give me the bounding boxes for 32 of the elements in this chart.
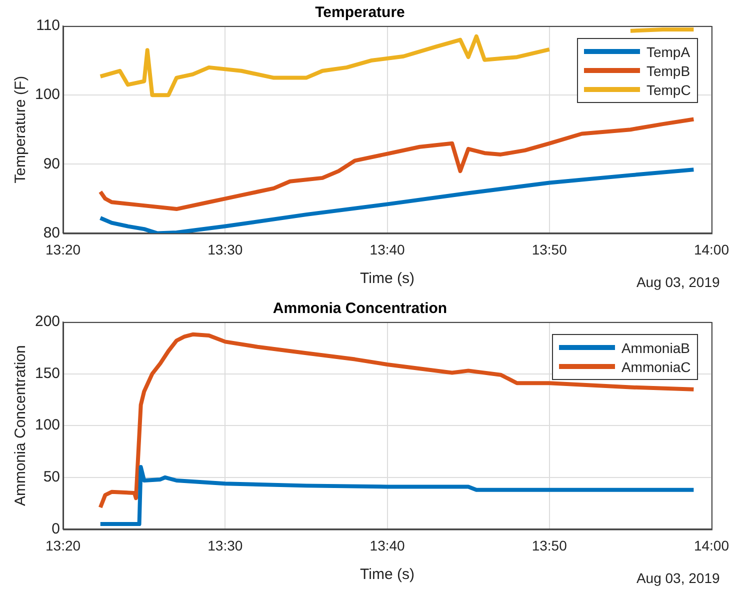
x-tick-label: 13:40 — [370, 241, 406, 258]
y-tick-label: 100 — [34, 416, 60, 434]
y-tick-label: 80 — [43, 224, 60, 242]
y-axis-title: Ammonia Concentration — [12, 345, 30, 506]
y-tick-label: 100 — [34, 86, 60, 104]
legend-label: AmmoniaC — [621, 358, 691, 374]
y-tick-label: 0 — [52, 520, 60, 538]
x-tick-label: 14:00 — [694, 241, 730, 258]
legend-label: TempC — [646, 82, 691, 98]
x-tick-label: 13:50 — [532, 241, 568, 258]
x-tick-label: 13:30 — [208, 241, 243, 258]
chart-title: Temperature — [315, 4, 405, 22]
x-tick-label: 13:40 — [370, 537, 406, 554]
y-tick-label: 200 — [34, 313, 60, 330]
x-tick-label: 13:20 — [46, 241, 81, 258]
text: Aug 03, 2019 — [636, 570, 720, 586]
y-axis-title: Temperature (F) — [12, 76, 30, 184]
legend-label: TempB — [646, 62, 690, 78]
x-tick-label: 14:00 — [694, 537, 730, 554]
legend-label: AmmoniaB — [621, 340, 690, 356]
x-axis-title: Time (s) — [360, 270, 414, 288]
y-tick-label: 90 — [43, 155, 60, 172]
x-axis-title: Time (s) — [360, 566, 414, 584]
chart-title: Ammonia Concentration — [272, 300, 448, 318]
y-tick-label: 150 — [34, 364, 60, 382]
text: Aug 03, 2019 — [636, 274, 720, 290]
x-tick-label: 13:30 — [208, 537, 243, 554]
y-tick-label: 50 — [43, 468, 60, 486]
y-tick-label: 110 — [36, 17, 60, 34]
legend-label: TempA — [646, 44, 690, 60]
x-tick-label: 13:20 — [46, 537, 81, 554]
x-tick-label: 13:50 — [532, 537, 568, 554]
